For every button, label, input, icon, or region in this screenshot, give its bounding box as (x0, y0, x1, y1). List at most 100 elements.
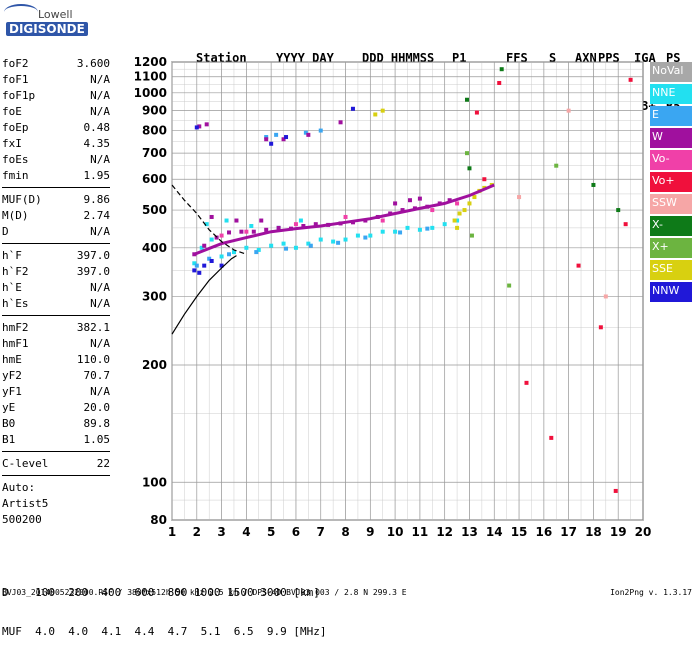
logo-line2: DIGISONDE (6, 22, 88, 36)
param-row: yF1 N/A (2, 384, 110, 400)
y-tick-label: 900 (142, 104, 167, 118)
param-row: MUF(D) 9.86 (2, 192, 110, 208)
param-row: yF2 70.7 (2, 368, 110, 384)
param-name: D (2, 225, 9, 238)
data-point-sse (373, 112, 378, 117)
param-name: h`E (2, 281, 22, 294)
data-point-x (464, 97, 469, 102)
data-point-sse (467, 201, 472, 206)
data-point-ssw (517, 195, 522, 200)
data-point-e (207, 256, 212, 261)
x-tick-label: 6 (292, 525, 300, 539)
data-point-nne (204, 222, 209, 227)
profile-curve (171, 255, 237, 335)
data-point-vo (343, 214, 348, 219)
param-value: 70.7 (83, 369, 111, 382)
data-point-w (227, 230, 232, 235)
y-tick-label: 700 (142, 146, 167, 160)
data-point-e (318, 128, 323, 133)
param-row: h`F 397.0 (2, 248, 110, 264)
data-point-nne (455, 218, 460, 223)
data-point-w (407, 198, 412, 203)
header-row1-cell: PS (666, 51, 681, 65)
legend-item-e: E (650, 106, 692, 126)
auto-label: Auto: (2, 481, 36, 494)
data-point-e (336, 240, 341, 245)
data-point-e (425, 226, 430, 231)
data-point-nnw (202, 263, 207, 268)
data-point-nne (417, 227, 422, 232)
data-point-vo (524, 380, 529, 385)
data-point-vo (455, 201, 460, 206)
param-row: M(D) 2.74 (2, 208, 110, 224)
param-name: h`Es (2, 297, 29, 310)
data-point-nne (355, 233, 360, 238)
param-row: foF2 3.600 (2, 56, 110, 72)
data-point-w (393, 201, 398, 206)
data-point-x (467, 166, 472, 171)
muf-row: MUF 4.0 4.0 4.1 4.4 4.7 5.1 6.5 9.9 [MHz… (2, 625, 327, 638)
param-name: yE (2, 401, 16, 414)
param-row: fxI 4.35 (2, 136, 110, 152)
autoscaling-info: Auto: Artist5 500200 (2, 480, 48, 528)
x-tick-label: 10 (387, 525, 404, 539)
param-row: D N/A (2, 224, 110, 240)
y-tick-label: 300 (142, 289, 167, 303)
data-point-e (308, 243, 313, 248)
param-row: yE 20.0 (2, 400, 110, 416)
scaled-parameters-panel: foF2 3.600 foF1 N/A foF1p N/A foE N/A foEp 0.48 fx… (2, 56, 110, 480)
data-point-sse (452, 218, 457, 223)
muf-dashed-curve (171, 184, 247, 255)
x-tick-label: 20 (635, 525, 652, 539)
data-point-ssw (603, 294, 608, 299)
data-point-vo (549, 435, 554, 440)
data-point-nne (224, 218, 229, 223)
data-point-w (276, 225, 281, 230)
param-value: 20.0 (83, 401, 111, 414)
x-tick-label: 4 (242, 525, 250, 539)
data-point-nne (281, 241, 286, 246)
x-tick-label: 16 (535, 525, 552, 539)
param-row: foEs N/A (2, 152, 110, 168)
param-name: B0 (2, 417, 16, 430)
param-value: 382.1 (76, 321, 110, 334)
param-value: N/A (90, 105, 110, 118)
param-name: hmE (2, 353, 22, 366)
digisonde-logo: Lowell DIGISONDE (0, 0, 88, 44)
legend-item-noval: NoVal (650, 62, 692, 82)
y-tick-label: 800 (142, 124, 167, 138)
data-point-nne (442, 222, 447, 227)
x-tick-label: 18 (585, 525, 602, 539)
param-value: N/A (90, 153, 110, 166)
legend-item-w: W (650, 128, 692, 148)
legend-item-x: X- (650, 216, 692, 236)
x-tick-label: 1 (168, 525, 176, 539)
distance-row: D 100 200 400 600 800 1000 1500 3000 [km… (2, 586, 320, 599)
param-name: foF2 (2, 57, 29, 70)
x-tick-label: 13 (461, 525, 478, 539)
data-point-nne (192, 261, 197, 266)
x-tick-label: 12 (436, 525, 453, 539)
param-value: 397.0 (76, 265, 110, 278)
data-point-vo (628, 77, 633, 82)
data-point-ssw (566, 108, 571, 113)
data-point-nne (293, 245, 298, 250)
param-divider (2, 315, 110, 320)
param-name: hmF1 (2, 337, 29, 350)
data-point-sse (462, 208, 467, 213)
param-name: fmin (2, 169, 29, 182)
x-tick-label: 9 (366, 525, 374, 539)
param-row: B1 1.05 (2, 432, 110, 448)
data-point-w (301, 224, 306, 229)
y-tick-label: 80 (150, 513, 167, 527)
y-tick-label: 100 (142, 475, 167, 489)
param-value: N/A (90, 337, 110, 350)
param-row: foEp 0.48 (2, 120, 110, 136)
data-point-w (251, 229, 256, 234)
data-point-nnw (194, 125, 199, 130)
data-point-nne (430, 225, 435, 230)
data-point-sse (472, 195, 477, 200)
param-name: C-level (2, 457, 49, 470)
param-name: h`F2 (2, 265, 29, 278)
y-tick-label: 600 (142, 172, 167, 186)
